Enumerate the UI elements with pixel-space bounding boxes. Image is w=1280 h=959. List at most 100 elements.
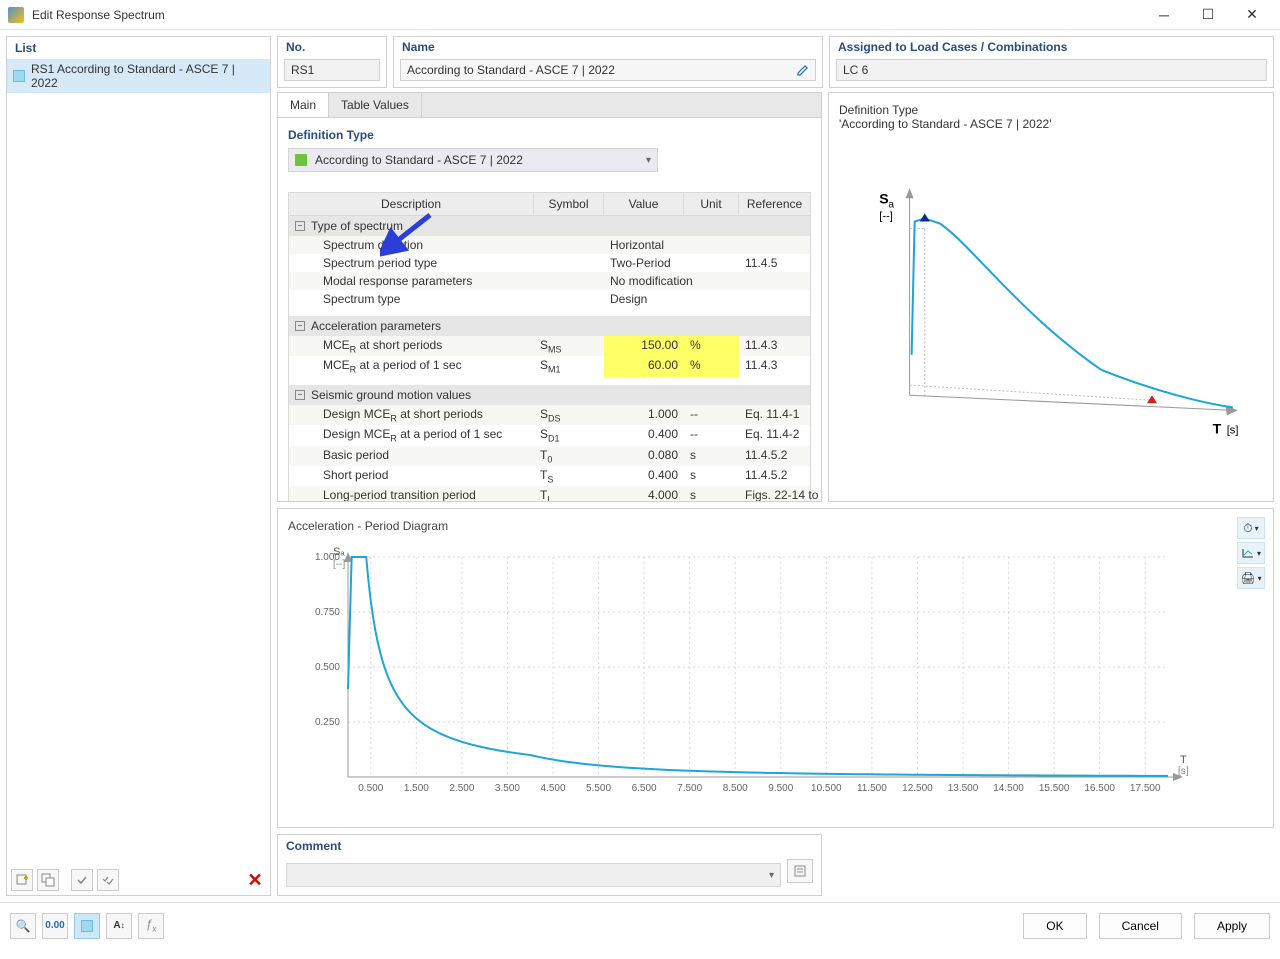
assigned-input[interactable]: LC 6 — [836, 59, 1267, 81]
table-row[interactable]: Modal response parametersNo modification — [289, 272, 810, 290]
titlebar: Edit Response Spectrum ─ ☐ ✕ — [0, 0, 1280, 30]
check-item-button[interactable] — [71, 869, 93, 891]
collapse-icon[interactable]: − — [295, 221, 305, 231]
svg-text:10.500: 10.500 — [811, 783, 842, 794]
svg-text:0.250: 0.250 — [315, 717, 340, 728]
no-label: No. — [278, 37, 386, 57]
comment-title: Comment — [286, 839, 813, 853]
svg-text:T: T — [1213, 421, 1222, 437]
svg-text:[s]: [s] — [1227, 425, 1239, 437]
delete-item-button[interactable]: ✕ — [244, 869, 266, 891]
text-icon: A↕ — [113, 920, 124, 931]
comment-block: Comment ▾ — [277, 834, 822, 896]
copy-item-button[interactable] — [37, 869, 59, 891]
preview-line2: 'According to Standard - ASCE 7 | 2022' — [839, 117, 1263, 131]
search-tool-button[interactable]: 🔍 — [10, 913, 36, 939]
edit-name-icon[interactable] — [794, 61, 812, 79]
table-row[interactable]: Basic periodT00.080s11.4.5.2 — [289, 446, 810, 466]
units-tool-button[interactable]: 0.00 — [42, 913, 68, 939]
svg-text:11.500: 11.500 — [857, 783, 887, 794]
svg-text:0.500: 0.500 — [358, 783, 383, 794]
table-row[interactable]: Spectrum directionHorizontal — [289, 236, 810, 254]
chevron-down-icon: ▾ — [769, 870, 774, 881]
list-item-rs1[interactable]: RS1 According to Standard - ASCE 7 | 202… — [7, 59, 270, 93]
table-row[interactable]: Design MCER at a period of 1 secSD10.400… — [289, 425, 810, 445]
diagram-title: Acceleration - Period Diagram — [288, 519, 1263, 533]
ok-button[interactable]: OK — [1023, 913, 1086, 939]
tab-main[interactable]: Main — [278, 93, 329, 117]
svg-text:[--]: [--] — [879, 210, 893, 222]
assigned-label: Assigned to Load Cases / Combinations — [830, 37, 1273, 57]
table-row[interactable]: Spectrum typeDesign — [289, 290, 810, 308]
units-icon: 0.00 — [45, 920, 64, 931]
axes-icon — [1241, 547, 1255, 559]
comment-edit-button[interactable] — [787, 859, 813, 883]
svg-text:12.500: 12.500 — [902, 783, 933, 794]
svg-text:2.500: 2.500 — [449, 783, 474, 794]
cancel-button[interactable]: Cancel — [1099, 913, 1182, 939]
svg-text:3.500: 3.500 — [495, 783, 520, 794]
minimize-button[interactable]: ─ — [1144, 1, 1184, 29]
svg-text:17.500: 17.500 — [1130, 783, 1161, 794]
print-tool-button[interactable]: 🖨▾ — [1237, 567, 1265, 589]
axes-tool-button[interactable]: ▾ — [1237, 542, 1265, 564]
window-title: Edit Response Spectrum — [32, 8, 1144, 22]
table-row[interactable]: Short periodTS0.400s11.4.5.2 — [289, 466, 810, 486]
svg-text:[--]: [--] — [333, 559, 345, 570]
stopwatch-icon: ⏱ — [1243, 521, 1252, 536]
maximize-button[interactable]: ☐ — [1188, 1, 1228, 29]
svg-text:1.500: 1.500 — [404, 783, 429, 794]
table-group: −Type of spectrum — [289, 216, 810, 236]
table-row[interactable]: Spectrum period typeTwo-Period11.4.5 — [289, 254, 810, 272]
new-item-button[interactable] — [11, 869, 33, 891]
collapse-icon[interactable]: − — [295, 390, 305, 400]
preview-panel: Definition Type 'According to Standard -… — [828, 92, 1274, 502]
svg-text:13.500: 13.500 — [948, 783, 979, 794]
svg-text:S: S — [879, 190, 888, 206]
list-toolbar: ✕ — [7, 865, 270, 895]
printer-icon: 🖨 — [1240, 571, 1255, 585]
table-row[interactable]: Long-period transition periodTL4.000sFig… — [289, 486, 810, 502]
name-input[interactable]: According to Standard - ASCE 7 | 2022 — [400, 59, 816, 81]
preview-line1: Definition Type — [839, 103, 1263, 117]
list-item-color — [13, 70, 25, 82]
color-tool-button[interactable] — [74, 913, 100, 939]
table-group: −Seismic ground motion values — [289, 385, 810, 405]
tab-table-values[interactable]: Table Values — [329, 93, 422, 117]
check-all-button[interactable] — [97, 869, 119, 891]
svg-text:Sₐ: Sₐ — [333, 546, 345, 558]
close-button[interactable]: ✕ — [1232, 1, 1272, 29]
timer-tool-button[interactable]: ⏱▾ — [1237, 517, 1265, 539]
svg-text:5.500: 5.500 — [586, 783, 611, 794]
palette-icon — [81, 920, 93, 932]
svg-text:14.500: 14.500 — [993, 783, 1024, 794]
table-group: −Acceleration parameters — [289, 316, 810, 336]
table-row[interactable]: MCER at a period of 1 secSM160.00%11.4.3 — [289, 356, 810, 376]
definition-type-combo[interactable]: According to Standard - ASCE 7 | 2022 ▾ — [288, 148, 658, 172]
collapse-icon[interactable]: − — [295, 321, 305, 331]
svg-text:9.500: 9.500 — [768, 783, 793, 794]
svg-text:0.750: 0.750 — [315, 607, 340, 618]
apply-button[interactable]: Apply — [1194, 913, 1270, 939]
comment-combo[interactable]: ▾ — [286, 863, 781, 887]
name-field-block: Name According to Standard - ASCE 7 | 20… — [393, 36, 823, 88]
svg-text:a: a — [888, 199, 894, 210]
svg-text:8.500: 8.500 — [723, 783, 748, 794]
chevron-down-icon: ▾ — [646, 155, 651, 166]
list-item-label: RS1 According to Standard - ASCE 7 | 202… — [31, 62, 264, 90]
dialog-footer: 🔍 0.00 A↕ ƒx OK Cancel Apply — [0, 902, 1280, 948]
svg-text:6.500: 6.500 — [632, 783, 657, 794]
parameter-table: Description Symbol Value Unit Reference … — [288, 192, 811, 502]
svg-text:[s]: [s] — [1178, 766, 1189, 777]
svg-text:16.500: 16.500 — [1084, 783, 1115, 794]
text-tool-button[interactable]: A↕ — [106, 913, 132, 939]
combo-label: According to Standard - ASCE 7 | 2022 — [315, 153, 523, 167]
no-input[interactable]: RS1 — [284, 59, 380, 81]
tabs: Main Table Values — [277, 92, 822, 117]
function-tool-button[interactable]: ƒx — [138, 913, 164, 939]
table-row[interactable]: Design MCER at short periodsSDS1.000--Eq… — [289, 405, 810, 425]
table-row[interactable]: MCER at short periodsSMS150.00%11.4.3 — [289, 336, 810, 356]
definition-type-title: Definition Type — [288, 128, 811, 142]
diagram-panel: Acceleration - Period Diagram 0.500 1.500… — [277, 508, 1274, 828]
list-header: List — [7, 37, 270, 59]
